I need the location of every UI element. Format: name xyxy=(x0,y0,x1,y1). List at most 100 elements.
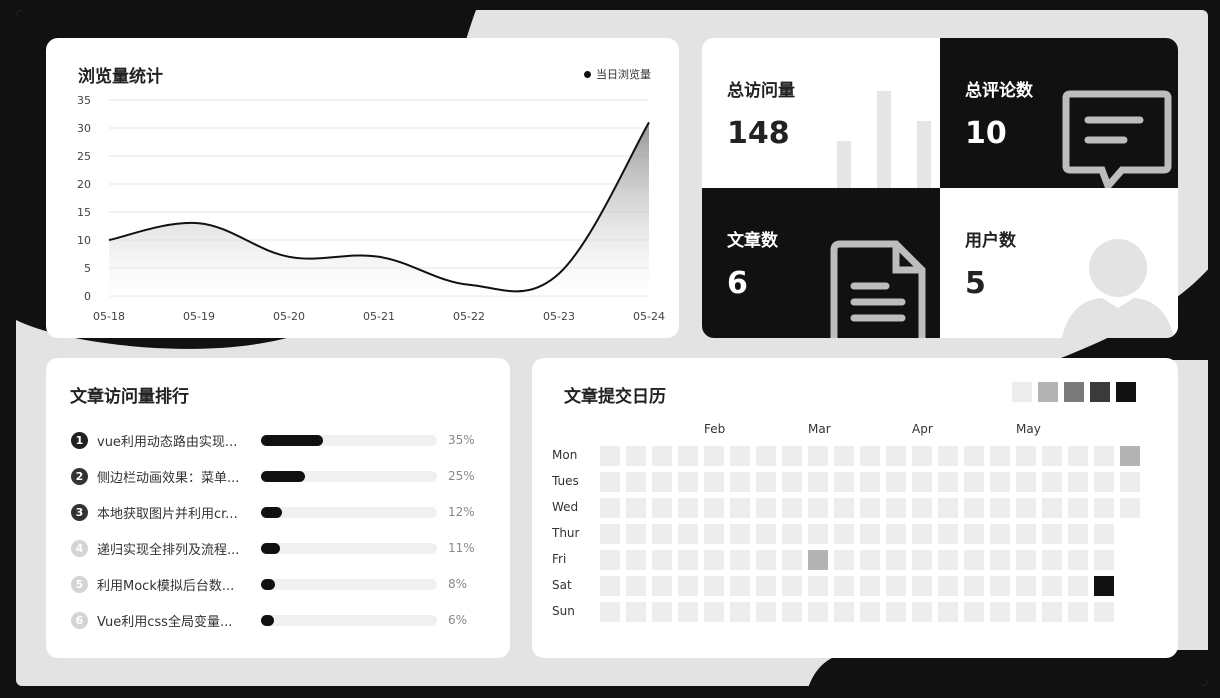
calendar-cell[interactable] xyxy=(860,524,880,544)
calendar-cell[interactable] xyxy=(860,498,880,518)
calendar-cell[interactable] xyxy=(1120,498,1140,518)
article-title[interactable]: vue利用动态路由实现... xyxy=(97,434,238,450)
calendar-cell[interactable] xyxy=(626,524,646,544)
calendar-cell[interactable] xyxy=(782,576,802,596)
calendar-cell[interactable] xyxy=(704,524,724,544)
calendar-cell[interactable] xyxy=(600,446,620,466)
calendar-cell[interactable] xyxy=(808,602,828,622)
calendar-cell[interactable] xyxy=(626,602,646,622)
calendar-cell[interactable] xyxy=(990,524,1010,544)
calendar-cell[interactable] xyxy=(730,446,750,466)
article-title[interactable]: Vue利用css全局变量... xyxy=(97,614,233,630)
calendar-cell[interactable] xyxy=(678,472,698,492)
calendar-cell[interactable] xyxy=(652,498,672,518)
data-point[interactable] xyxy=(466,282,472,288)
calendar-cell[interactable] xyxy=(912,576,932,596)
calendar-cell[interactable] xyxy=(730,602,750,622)
calendar-cell[interactable] xyxy=(834,550,854,570)
calendar-cell[interactable] xyxy=(990,472,1010,492)
calendar-cell[interactable] xyxy=(938,602,958,622)
data-point[interactable] xyxy=(376,254,382,260)
calendar-cell[interactable] xyxy=(834,472,854,492)
calendar-cell[interactable] xyxy=(1016,524,1036,544)
calendar-cell[interactable] xyxy=(730,524,750,544)
calendar-cell[interactable] xyxy=(704,498,724,518)
ranking-row[interactable]: 5 利用Mock模拟后台数... 8% xyxy=(71,566,491,602)
calendar-cell[interactable] xyxy=(730,472,750,492)
calendar-cell[interactable] xyxy=(808,498,828,518)
calendar-cell[interactable] xyxy=(782,446,802,466)
calendar-cell[interactable] xyxy=(652,472,672,492)
calendar-cell[interactable] xyxy=(886,446,906,466)
calendar-cell[interactable] xyxy=(626,446,646,466)
calendar-cell[interactable] xyxy=(808,472,828,492)
data-point[interactable] xyxy=(286,254,292,260)
calendar-cell[interactable] xyxy=(964,498,984,518)
calendar-cell[interactable] xyxy=(1016,446,1036,466)
calendar-cell[interactable] xyxy=(626,576,646,596)
article-title[interactable]: 侧边栏动画效果：菜单... xyxy=(97,470,240,486)
calendar-cell[interactable] xyxy=(704,472,724,492)
calendar-cell[interactable] xyxy=(886,472,906,492)
calendar-cell[interactable] xyxy=(678,446,698,466)
calendar-cell[interactable] xyxy=(964,472,984,492)
calendar-cell[interactable] xyxy=(938,524,958,544)
calendar-cell[interactable] xyxy=(782,498,802,518)
calendar-cell[interactable] xyxy=(1068,446,1088,466)
calendar-cell[interactable] xyxy=(600,550,620,570)
calendar-cell[interactable] xyxy=(626,550,646,570)
calendar-cell[interactable] xyxy=(1068,524,1088,544)
calendar-cell[interactable] xyxy=(600,524,620,544)
calendar-cell[interactable] xyxy=(834,576,854,596)
calendar-cell[interactable] xyxy=(756,472,776,492)
calendar-cell[interactable] xyxy=(1120,446,1140,466)
calendar-cell[interactable] xyxy=(782,472,802,492)
calendar-cell[interactable] xyxy=(1094,550,1114,570)
calendar-cell[interactable] xyxy=(990,576,1010,596)
ranking-row[interactable]: 1 vue利用动态路由实现... 35% xyxy=(71,422,491,458)
calendar-cell[interactable] xyxy=(600,472,620,492)
data-point[interactable] xyxy=(646,119,652,125)
calendar-cell[interactable] xyxy=(652,602,672,622)
calendar-cell[interactable] xyxy=(886,498,906,518)
calendar-cell[interactable] xyxy=(678,498,698,518)
calendar-cell[interactable] xyxy=(1016,498,1036,518)
calendar-cell[interactable] xyxy=(1094,472,1114,492)
data-point[interactable] xyxy=(106,237,112,243)
calendar-cell[interactable] xyxy=(808,446,828,466)
ranking-row[interactable]: 6 Vue利用css全局变量... 6% xyxy=(71,602,491,638)
calendar-cell[interactable] xyxy=(938,472,958,492)
calendar-cell[interactable] xyxy=(652,576,672,596)
calendar-cell[interactable] xyxy=(808,550,828,570)
calendar-cell[interactable] xyxy=(1016,550,1036,570)
calendar-cell[interactable] xyxy=(834,602,854,622)
calendar-cell[interactable] xyxy=(678,576,698,596)
calendar-cell[interactable] xyxy=(678,550,698,570)
calendar-cell[interactable] xyxy=(600,576,620,596)
calendar-cell[interactable] xyxy=(990,550,1010,570)
calendar-cell[interactable] xyxy=(912,446,932,466)
calendar-cell[interactable] xyxy=(1094,602,1114,622)
calendar-cell[interactable] xyxy=(756,446,776,466)
calendar-cell[interactable] xyxy=(886,602,906,622)
calendar-cell[interactable] xyxy=(808,524,828,544)
calendar-cell[interactable] xyxy=(912,550,932,570)
calendar-cell[interactable] xyxy=(860,472,880,492)
article-title[interactable]: 递归实现全排列及流程... xyxy=(97,542,240,558)
calendar-cell[interactable] xyxy=(1042,446,1062,466)
article-title[interactable]: 本地获取图片并利用cr... xyxy=(97,506,238,522)
calendar-cell[interactable] xyxy=(756,498,776,518)
data-point[interactable] xyxy=(556,271,562,277)
calendar-cell[interactable] xyxy=(990,602,1010,622)
calendar-cell[interactable] xyxy=(964,576,984,596)
calendar-cell[interactable] xyxy=(964,524,984,544)
calendar-cell[interactable] xyxy=(678,602,698,622)
calendar-cell[interactable] xyxy=(938,550,958,570)
calendar-cell[interactable] xyxy=(834,524,854,544)
ranking-row[interactable]: 2 侧边栏动画效果：菜单... 25% xyxy=(71,458,491,494)
calendar-cell[interactable] xyxy=(860,550,880,570)
calendar-cell[interactable] xyxy=(600,498,620,518)
calendar-cell[interactable] xyxy=(1094,446,1114,466)
calendar-cell[interactable] xyxy=(1042,472,1062,492)
calendar-cell[interactable] xyxy=(704,446,724,466)
